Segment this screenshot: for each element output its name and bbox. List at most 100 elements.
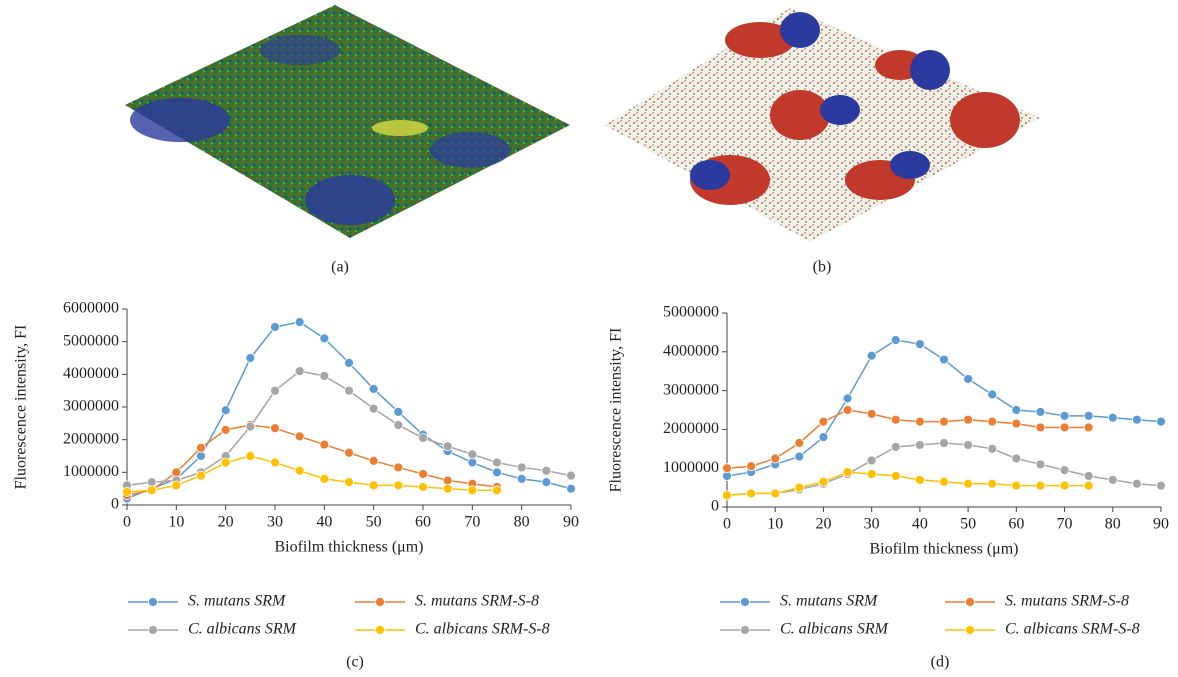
legend-label: S. mutans SRM-S-8 [1005,593,1129,610]
data-point [914,474,925,485]
data-point [987,389,998,400]
legend-label: S. mutans SRM-S-8 [415,593,539,610]
panel-label: (d) [931,654,950,671]
y-tick-label: 1000000 [63,463,119,480]
data-point [1011,405,1022,415]
x-tick-label: 40 [912,516,928,533]
data-point [196,442,206,453]
data-point [294,465,305,476]
data-point [418,433,428,443]
data-point [866,469,877,479]
data-point [1011,453,1022,464]
x-tick-label: 30 [267,514,283,531]
data-point [516,473,527,484]
data-point [393,420,404,430]
data-point [196,470,206,481]
x-tick-label: 10 [168,514,184,531]
data-point [294,366,305,376]
x-tick-label: 60 [1008,516,1024,533]
data-point [245,451,256,461]
data-point [171,480,182,491]
legend-marker [965,625,975,635]
data-point [939,416,949,427]
data-point [319,473,330,484]
y-tick-label: 5000000 [63,332,119,349]
data-point [220,424,231,435]
x-tick-label: 20 [218,514,234,531]
data-point [1083,422,1094,433]
data-point [914,416,925,427]
data-point [818,416,829,427]
data-point [171,467,182,478]
data-point [842,405,853,415]
data-point [1083,480,1094,491]
image-a [125,5,570,238]
x-tick-label: 20 [815,516,831,533]
series-line [726,409,1089,469]
data-point [492,467,502,478]
data-point [270,385,280,396]
data-point [541,477,552,488]
data-point [220,457,231,468]
series-line [726,471,1089,497]
image-b [605,8,1040,242]
data-point [467,485,478,496]
data-point [987,478,998,489]
panel-label: (a) [331,259,349,276]
legend-label: S. mutans SRM [780,593,879,610]
data-point [270,457,280,468]
series-line [126,455,497,493]
data-point [344,447,354,458]
x-axis-label: Biofilm thickness (μm) [869,541,1018,558]
data-point [1035,407,1046,417]
data-point [1059,422,1070,433]
legend-marker [740,625,750,635]
data-point [818,432,829,443]
data-point [1083,471,1094,481]
data-point [722,463,732,474]
data-point [418,469,428,479]
series-line [726,442,1162,497]
data-point [442,475,453,486]
data-point [344,477,354,488]
data-point [368,455,379,466]
x-tick-label: 50 [366,514,382,531]
data-point [914,440,925,450]
data-point [1131,478,1142,489]
data-point [1011,418,1022,429]
data-point [146,485,157,496]
y-tick-label: 0 [111,496,119,513]
data-point [1107,412,1118,423]
legend-label: C. albicans SRM-S-8 [1005,621,1140,638]
data-point [842,393,853,404]
data-point [245,353,256,363]
data-point [842,467,853,477]
data-point [890,414,901,425]
data-point [220,405,231,416]
data-point [467,449,478,460]
y-tick-label: 3000000 [63,398,119,415]
x-tick-label: 60 [415,514,431,531]
data-point [566,470,576,481]
data-point [939,438,949,448]
x-tick-label: 70 [1057,516,1073,533]
data-point [368,480,379,491]
legend-marker [148,625,158,635]
legend-marker [375,625,385,635]
legend-marker [375,597,385,607]
data-point [890,441,901,452]
data-point [245,421,256,432]
data-point [393,480,404,491]
data-point [467,457,478,468]
data-point [866,350,877,361]
data-point [746,461,757,472]
data-point [987,443,998,454]
y-tick-label: 3000000 [663,381,719,398]
panel-label: (c) [346,654,364,671]
data-point [1035,422,1046,433]
x-axis-label: Biofilm thickness (μm) [274,539,423,556]
data-point [818,476,829,487]
data-point [566,483,576,494]
data-point [794,451,805,462]
